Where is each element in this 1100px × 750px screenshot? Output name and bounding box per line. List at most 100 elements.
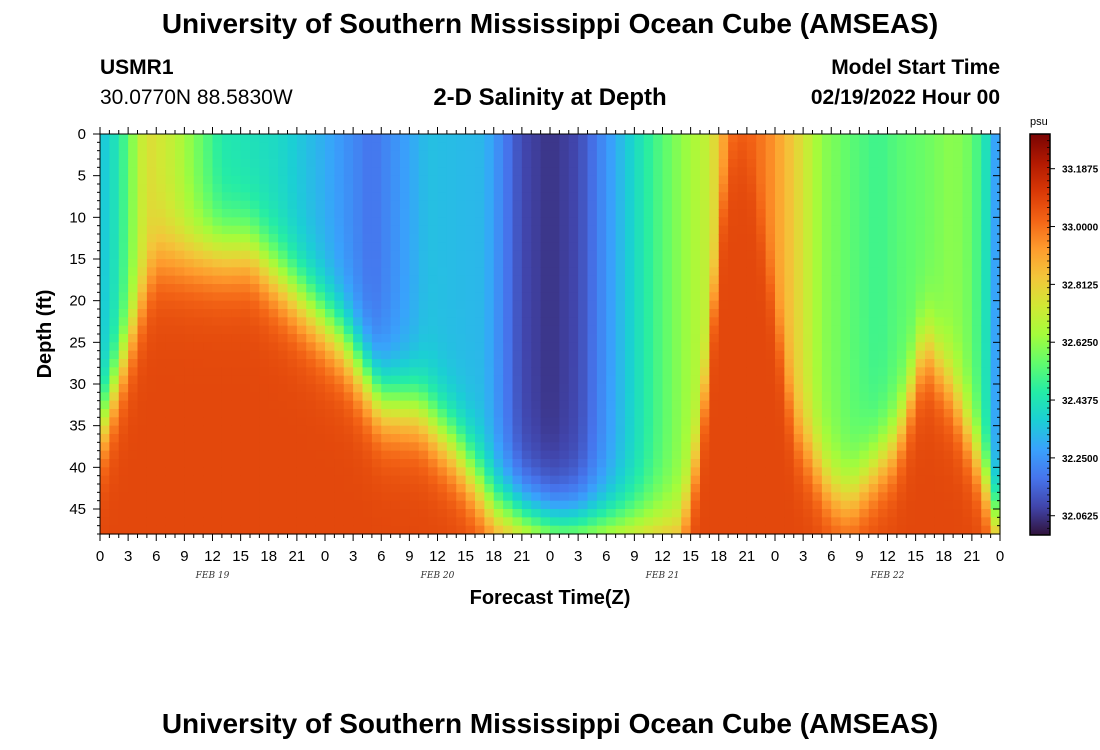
heatmap-cell bbox=[315, 400, 326, 410]
heatmap-cell bbox=[578, 192, 589, 202]
heatmap-cell bbox=[756, 375, 767, 385]
heatmap-cell bbox=[118, 225, 129, 235]
heatmap-cell bbox=[596, 184, 607, 193]
heatmap-cell bbox=[390, 392, 401, 402]
heatmap-cell bbox=[709, 150, 720, 160]
heatmap-cell bbox=[915, 292, 926, 302]
heatmap-cell bbox=[268, 275, 279, 285]
heatmap-cell bbox=[109, 284, 120, 293]
heatmap-cell bbox=[812, 267, 823, 277]
heatmap-cell bbox=[671, 400, 682, 410]
heatmap-cell bbox=[240, 292, 251, 302]
heatmap-cell bbox=[409, 517, 420, 527]
heatmap-cell bbox=[568, 150, 579, 160]
heatmap-cell bbox=[296, 167, 307, 177]
heatmap-cell bbox=[259, 159, 270, 168]
heatmap-cell bbox=[925, 242, 935, 252]
heatmap-cell bbox=[671, 475, 682, 485]
heatmap-cell bbox=[315, 325, 326, 335]
heatmap-cell bbox=[887, 400, 898, 410]
heatmap-cell bbox=[437, 450, 448, 460]
y-tick-label: 20 bbox=[69, 293, 86, 310]
heatmap-cell bbox=[831, 342, 842, 352]
heatmap-cell bbox=[887, 392, 898, 402]
heatmap-cell bbox=[803, 492, 814, 502]
heatmap-cell bbox=[240, 192, 251, 202]
heatmap-cell bbox=[146, 375, 157, 385]
heatmap-cell bbox=[428, 134, 439, 143]
heatmap-cell bbox=[493, 367, 504, 377]
heatmap-cell bbox=[240, 467, 251, 477]
heatmap-cell bbox=[306, 392, 317, 402]
heatmap-cell bbox=[240, 350, 251, 360]
heatmap-cell bbox=[643, 150, 654, 160]
heatmap-cell bbox=[334, 392, 345, 402]
heatmap-cell bbox=[812, 417, 823, 427]
heatmap-cell bbox=[615, 442, 626, 452]
heatmap-cell bbox=[634, 167, 645, 177]
heatmap-cell bbox=[596, 292, 607, 302]
heatmap-cell bbox=[362, 267, 373, 277]
heatmap-cell bbox=[728, 409, 739, 418]
heatmap-cell bbox=[690, 384, 701, 393]
heatmap-cell bbox=[493, 292, 504, 302]
heatmap-cell bbox=[746, 225, 757, 235]
heatmap-cell bbox=[596, 225, 607, 235]
heatmap-cell bbox=[700, 409, 710, 418]
heatmap-cell bbox=[296, 242, 307, 252]
heatmap-cell bbox=[315, 250, 326, 260]
heatmap-cell bbox=[962, 509, 973, 518]
heatmap-cell bbox=[296, 392, 307, 402]
heatmap-cell bbox=[887, 342, 898, 352]
heatmap-cell bbox=[868, 192, 879, 202]
heatmap-cell bbox=[568, 292, 579, 302]
heatmap-cell bbox=[643, 225, 654, 235]
heatmap-cell bbox=[465, 525, 476, 535]
heatmap-cell bbox=[906, 259, 917, 268]
heatmap-cell bbox=[700, 392, 710, 402]
heatmap-cell bbox=[325, 259, 335, 268]
heatmap-cell bbox=[784, 334, 795, 343]
heatmap-cell bbox=[334, 434, 345, 443]
heatmap-cell bbox=[203, 209, 214, 218]
heatmap-cell bbox=[625, 400, 635, 410]
heatmap-cell bbox=[306, 309, 317, 318]
heatmap-cell bbox=[109, 217, 120, 227]
heatmap-cell bbox=[896, 334, 907, 343]
heatmap-cell bbox=[812, 150, 823, 160]
heatmap-cell bbox=[296, 459, 307, 468]
heatmap-cell bbox=[128, 525, 139, 535]
heatmap-cell bbox=[362, 150, 373, 160]
heatmap-cell bbox=[268, 142, 279, 152]
heatmap-cell bbox=[718, 400, 729, 410]
heatmap-cell bbox=[306, 417, 317, 427]
heatmap-cell bbox=[343, 350, 354, 360]
heatmap-cell bbox=[990, 500, 1001, 510]
heatmap-cell bbox=[643, 467, 654, 477]
heatmap-cell bbox=[212, 409, 223, 418]
heatmap-cell bbox=[156, 525, 167, 535]
heatmap-cell bbox=[296, 409, 307, 418]
heatmap-cell bbox=[371, 292, 382, 302]
heatmap-cell bbox=[906, 442, 917, 452]
heatmap-cell bbox=[512, 167, 523, 177]
heatmap-cell bbox=[559, 317, 570, 327]
heatmap-cell bbox=[606, 284, 617, 293]
heatmap-cell bbox=[765, 425, 776, 435]
heatmap-cell bbox=[821, 525, 832, 535]
heatmap-cell bbox=[493, 384, 504, 393]
heatmap-cell bbox=[493, 492, 504, 502]
heatmap-cell bbox=[756, 175, 767, 185]
heatmap-cell bbox=[484, 209, 495, 218]
heatmap-cell bbox=[878, 250, 889, 260]
heatmap-cell bbox=[559, 209, 570, 218]
heatmap-cell bbox=[503, 334, 514, 343]
heatmap-cell bbox=[840, 300, 851, 310]
heatmap-cell bbox=[268, 325, 279, 335]
heatmap-cell bbox=[325, 375, 335, 385]
heatmap-cell bbox=[793, 442, 804, 452]
heatmap-cell bbox=[906, 492, 917, 502]
heatmap-cell bbox=[550, 384, 560, 393]
heatmap-cell bbox=[456, 484, 467, 493]
heatmap-cell bbox=[831, 134, 842, 143]
